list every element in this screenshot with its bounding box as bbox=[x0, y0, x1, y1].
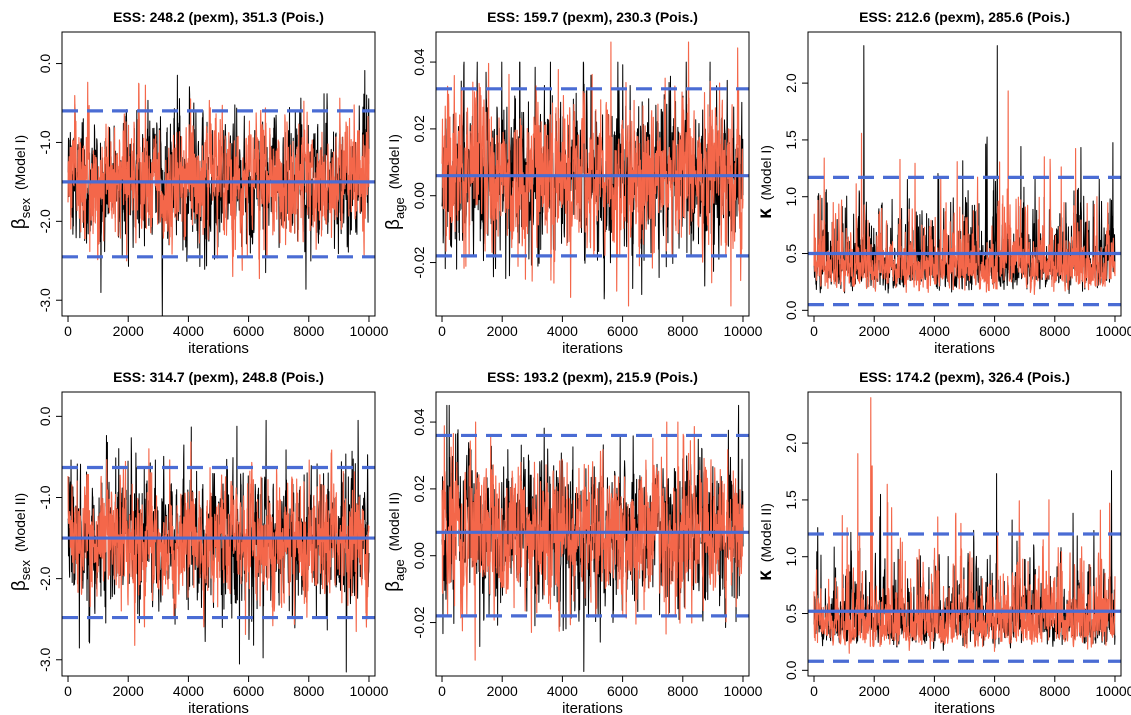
x-tick-label: 10000 bbox=[350, 683, 389, 699]
x-tick-label: 4000 bbox=[919, 683, 950, 699]
trace-panel-2: ESS: 159.7 (pexm), 230.3 (Pois.) 0 2000 400… bbox=[383, 9, 763, 357]
x-axis-label: iterations bbox=[188, 700, 249, 715]
y-tick-label: 1.0 bbox=[783, 547, 799, 567]
panel-title: ESS: 248.2 (pexm), 351.3 (Pois.) bbox=[113, 9, 324, 25]
y-tick-label: -3.0 bbox=[37, 647, 53, 671]
x-tick-label: 8000 bbox=[1039, 323, 1070, 339]
x-tick-label: 6000 bbox=[979, 683, 1010, 699]
y-tick-label: 1.5 bbox=[783, 490, 799, 510]
trace-panel-5: ESS: 193.2 (pexm), 215.9 (Pois.) 0 2000 400… bbox=[383, 369, 763, 715]
x-tick-label: 0 bbox=[810, 683, 818, 699]
x-tick-label: 10000 bbox=[1096, 323, 1131, 339]
trace-line-pois bbox=[67, 81, 370, 280]
x-tick-label: 2000 bbox=[487, 323, 518, 339]
trace-line-pois bbox=[67, 441, 370, 646]
trace-panel-6: ESS: 174.2 (pexm), 326.4 (Pois.) 0 2000 400… bbox=[755, 369, 1131, 715]
plot-frame bbox=[435, 391, 750, 677]
y-tick-label: 0.0 bbox=[783, 300, 799, 320]
x-tick-label: 2000 bbox=[859, 683, 890, 699]
x-tick-label: 6000 bbox=[607, 323, 638, 339]
y-tick-label: 0.0 bbox=[783, 660, 799, 680]
plot-frame bbox=[61, 31, 376, 317]
y-tick-label: -1.0 bbox=[37, 130, 53, 154]
trace-line-pois bbox=[441, 41, 744, 307]
x-tick-label: 0 bbox=[438, 323, 446, 339]
x-tick-label: 4000 bbox=[173, 683, 204, 699]
trace-panel-3: ESS: 212.6 (pexm), 285.6 (Pois.) 0 2000 400… bbox=[755, 9, 1131, 357]
y-axis-label: βsex(Model II) bbox=[9, 493, 33, 591]
x-axis-label: iterations bbox=[934, 340, 995, 357]
trace-line-pois bbox=[813, 90, 1116, 295]
x-tick-label: 2000 bbox=[113, 683, 144, 699]
x-tick-label: 8000 bbox=[293, 683, 324, 699]
trace-line-pois bbox=[441, 421, 744, 661]
trace-line-pois bbox=[813, 397, 1116, 654]
y-tick-label: 0.02 bbox=[411, 475, 427, 502]
y-tick-label: -0.02 bbox=[411, 246, 427, 278]
y-tick-label: -3.0 bbox=[37, 288, 53, 312]
y-tick-label: 0.00 bbox=[411, 182, 427, 209]
y-tick-label: -2.0 bbox=[37, 209, 53, 233]
x-tick-label: 4000 bbox=[173, 323, 204, 339]
x-tick-label: 6000 bbox=[979, 323, 1010, 339]
x-tick-label: 0 bbox=[438, 683, 446, 699]
y-axis-label: βsex(Model I) bbox=[9, 135, 33, 229]
y-tick-label: -2.0 bbox=[37, 566, 53, 590]
y-tick-label: 0.00 bbox=[411, 542, 427, 569]
x-tick-label: 0 bbox=[64, 323, 72, 339]
x-tick-label: 4000 bbox=[919, 323, 950, 339]
plot-frame bbox=[61, 391, 376, 677]
panel-title: ESS: 174.2 (pexm), 326.4 (Pois.) bbox=[859, 369, 1070, 385]
y-tick-label: 1.5 bbox=[783, 130, 799, 150]
x-tick-label: 0 bbox=[64, 683, 72, 699]
y-tick-label: 2.0 bbox=[783, 433, 799, 453]
y-axis-label: βage(Model I) bbox=[383, 134, 407, 230]
plot-frame bbox=[435, 31, 750, 317]
y-tick-label: 0.0 bbox=[37, 406, 53, 426]
y-tick-label: 0.0 bbox=[37, 54, 53, 74]
x-tick-label: 6000 bbox=[607, 683, 638, 699]
panel-title: ESS: 159.7 (pexm), 230.3 (Pois.) bbox=[487, 9, 698, 25]
y-axis-label: κ(Model II) bbox=[755, 503, 776, 581]
y-axis-label: βage(Model II) bbox=[383, 492, 407, 592]
x-tick-label: 10000 bbox=[350, 323, 389, 339]
x-tick-label: 0 bbox=[810, 323, 818, 339]
y-tick-label: 1.0 bbox=[783, 187, 799, 207]
panel-title: ESS: 193.2 (pexm), 215.9 (Pois.) bbox=[487, 369, 698, 385]
y-tick-label: 0.04 bbox=[411, 408, 427, 435]
x-tick-label: 8000 bbox=[667, 323, 698, 339]
x-tick-label: 2000 bbox=[859, 323, 890, 339]
x-axis-label: iterations bbox=[188, 340, 249, 357]
plot-frame bbox=[807, 31, 1122, 317]
x-tick-label: 10000 bbox=[724, 683, 763, 699]
y-tick-label: 0.5 bbox=[783, 604, 799, 624]
x-axis-label: iterations bbox=[562, 700, 623, 715]
x-tick-label: 10000 bbox=[724, 323, 763, 339]
y-tick-label: -1.0 bbox=[37, 485, 53, 509]
x-tick-label: 10000 bbox=[1096, 683, 1131, 699]
x-tick-label: 8000 bbox=[293, 323, 324, 339]
x-tick-label: 4000 bbox=[547, 683, 578, 699]
y-tick-label: 2.0 bbox=[783, 73, 799, 93]
trace-panel-4: ESS: 314.7 (pexm), 248.8 (Pois.) 0 2000 400… bbox=[9, 369, 389, 715]
plot-frame bbox=[807, 391, 1122, 677]
panel-title: ESS: 314.7 (pexm), 248.8 (Pois.) bbox=[113, 369, 324, 385]
x-tick-label: 8000 bbox=[1039, 683, 1070, 699]
y-tick-label: 0.5 bbox=[783, 244, 799, 264]
x-tick-label: 6000 bbox=[233, 323, 264, 339]
y-tick-label: -0.02 bbox=[411, 606, 427, 638]
x-tick-label: 2000 bbox=[113, 323, 144, 339]
x-tick-label: 4000 bbox=[547, 323, 578, 339]
trace-panel-1: ESS: 248.2 (pexm), 351.3 (Pois.) 0 2000 400… bbox=[9, 9, 389, 357]
y-axis-label: κ(Model I) bbox=[755, 145, 776, 219]
x-tick-label: 6000 bbox=[233, 683, 264, 699]
panel-title: ESS: 212.6 (pexm), 285.6 (Pois.) bbox=[859, 9, 1070, 25]
x-tick-label: 2000 bbox=[487, 683, 518, 699]
x-axis-label: iterations bbox=[562, 340, 623, 357]
x-axis-label: iterations bbox=[934, 700, 995, 715]
y-tick-label: 0.04 bbox=[411, 48, 427, 75]
x-tick-label: 8000 bbox=[667, 683, 698, 699]
y-tick-label: 0.02 bbox=[411, 115, 427, 142]
